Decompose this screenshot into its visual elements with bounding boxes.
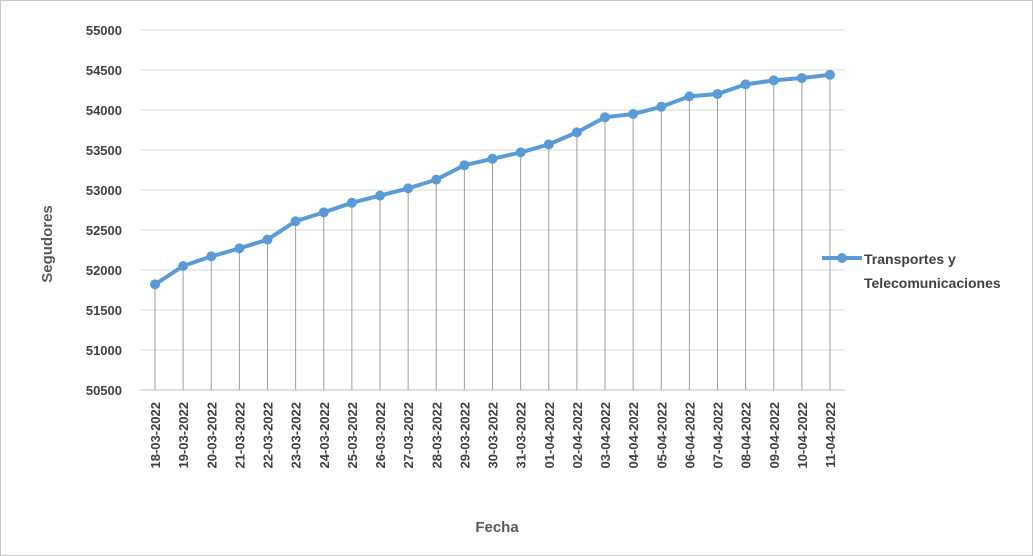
data-point-16 (600, 112, 610, 123)
x-tick-label-3: 21-03-2022 (232, 402, 247, 469)
x-tick-label-10: 28-03-2022 (429, 402, 444, 469)
y-tick-label-55000: 55000 (86, 23, 122, 38)
x-tick-labels: 18-03-2022 19-03-2022 20-03-2022 21-03-2022… (148, 402, 838, 469)
x-tick-label-21: 08-04-2022 (739, 402, 754, 469)
data-point-15 (571, 127, 582, 138)
y-tick-labels: 50500 51000 51500 52000 52500 53000 53500 54000… (86, 23, 122, 398)
y-tick-label-54000: 54000 (86, 103, 122, 118)
data-point-21 (740, 79, 751, 90)
data-point-22 (768, 75, 779, 86)
data-point-9 (403, 183, 414, 194)
drop-lines (154, 74, 831, 390)
data-point-20 (712, 89, 723, 99)
x-tick-label-17: 04-04-2022 (626, 402, 641, 469)
x-tick-label-24: 11-04-2022 (823, 402, 838, 468)
x-tick-label-20: 07-04-2022 (711, 402, 726, 469)
y-tick-label-51500: 51500 (86, 303, 122, 318)
x-tick-label-19: 06-04-2022 (682, 402, 697, 469)
x-tick-label-5: 23-03-2022 (289, 402, 304, 469)
x-tick-label-12: 30-03-2022 (486, 402, 501, 469)
y-tick-label-50500: 50500 (86, 383, 122, 398)
data-point-6 (318, 207, 329, 218)
x-tick-label-2: 20-03-2022 (204, 402, 219, 469)
data-point-1 (178, 261, 189, 271)
x-tick-label-18: 05-04-2022 (654, 402, 669, 469)
x-tick-label-13: 31-03-2022 (514, 402, 529, 469)
x-tick-label-1: 19-03-2022 (176, 402, 191, 469)
data-point-5 (290, 216, 301, 227)
data-point-12 (487, 153, 498, 164)
data-point-0 (150, 279, 160, 290)
x-tick-label-14: 01-04-2022 (542, 402, 557, 469)
legend-label-line-2: Telecomunicaciones (864, 275, 1001, 291)
data-point-19 (684, 91, 695, 102)
legend: Transportes y Telecomunicaciones (822, 251, 1001, 291)
x-tick-label-7: 25-03-2022 (345, 402, 360, 469)
legend-label-line-1: Transportes y (864, 251, 956, 267)
data-point-7 (346, 197, 357, 208)
x-tick-label-22: 09-04-2022 (767, 402, 782, 469)
data-point-17 (628, 109, 639, 119)
y-tick-label-52000: 52000 (86, 263, 122, 278)
y-tick-label-54500: 54500 (86, 63, 122, 78)
y-tick-label-53500: 53500 (86, 143, 122, 158)
x-axis-title: Fecha (475, 519, 519, 536)
data-point-3 (234, 243, 245, 254)
x-tick-label-16: 03-04-2022 (598, 402, 613, 469)
data-point-10 (431, 174, 442, 185)
x-tick-label-15: 02-04-2022 (570, 402, 585, 469)
x-tick-label-11: 29-03-2022 (457, 402, 472, 469)
legend-marker (837, 253, 847, 263)
data-point-4 (262, 234, 273, 245)
data-point-23 (796, 73, 807, 83)
x-tick-label-0: 18-03-2022 (148, 402, 163, 469)
data-point-18 (656, 101, 667, 112)
y-tick-label-51000: 51000 (86, 343, 122, 358)
data-point-13 (515, 147, 526, 158)
data-point-8 (375, 190, 385, 201)
data-point-2 (206, 251, 217, 262)
x-tick-label-4: 22-03-2022 (261, 402, 276, 469)
x-tick-label-9: 27-03-2022 (401, 402, 416, 469)
y-tick-label-52500: 52500 (86, 223, 122, 238)
y-axis-title: Segudores (39, 205, 56, 283)
data-points (150, 69, 835, 290)
data-point-14 (543, 139, 554, 150)
gridlines (140, 29, 845, 391)
data-point-24 (825, 69, 835, 80)
data-point-11 (459, 160, 470, 171)
y-tick-label-53000: 53000 (86, 183, 122, 198)
x-tick-label-23: 10-04-2022 (795, 402, 810, 469)
x-tick-label-6: 24-03-2022 (317, 402, 332, 469)
x-tick-label-8: 26-03-2022 (373, 402, 388, 469)
